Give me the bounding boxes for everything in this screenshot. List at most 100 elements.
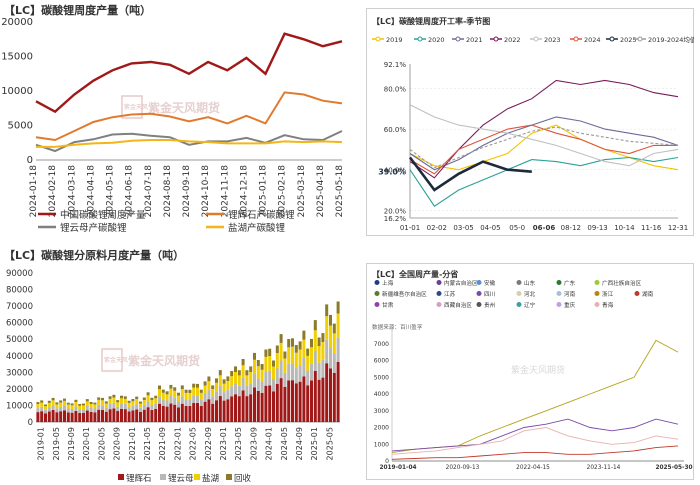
stacked-bar-segment — [101, 410, 104, 422]
legend-marker — [476, 280, 482, 285]
y-tick-label: 0 — [385, 458, 389, 465]
x-tick-label: 2020-09 — [113, 427, 122, 460]
stacked-bar-segment — [161, 405, 165, 422]
stacked-bar-segment — [104, 407, 108, 412]
stacked-bar-segment — [51, 397, 55, 401]
legend-marker — [436, 291, 442, 296]
stacked-bar-segment — [275, 345, 279, 354]
stacked-bar-segment — [215, 382, 218, 392]
stacked-bar-segment — [234, 366, 237, 372]
stacked-bar-segment — [196, 395, 199, 403]
x-tick-label: 01-01 — [400, 224, 420, 232]
legend-marker — [436, 280, 442, 285]
stacked-bar-segment — [249, 383, 253, 395]
y-tick-label: 90000 — [6, 269, 33, 279]
stacked-bar-segment — [192, 383, 196, 388]
legend-marker — [417, 36, 423, 42]
stacked-bar-segment — [135, 409, 139, 422]
legend-label: 2020 — [428, 36, 445, 44]
legend-label: 中国碳酸锂周度产量 — [60, 209, 146, 221]
stacked-bar-segment — [131, 399, 135, 402]
stacked-bar-segment — [275, 368, 279, 384]
legend-label: 2019-2024均值 — [648, 35, 694, 44]
stacked-bar-segment — [139, 401, 142, 404]
stacked-bar-segment — [131, 410, 135, 422]
stacked-bar-segment — [298, 381, 302, 422]
stacked-bar-segment — [203, 381, 207, 386]
monthly-by-source-panel: 【LC】碳酸锂分原料月度产量（吨） 0 10000 20000 30000 40000 5… — [0, 245, 350, 485]
chart-title: 【LC】碳酸锂周度开工率-季节图 — [372, 17, 491, 26]
stacked-bar-segment — [142, 404, 146, 410]
x-tick-label: 2024-05 — [280, 427, 289, 460]
stacked-bar-segment — [256, 366, 260, 379]
stacked-bar-segment — [245, 396, 249, 422]
stacked-bar-segment — [302, 339, 306, 358]
stacked-bar-segment — [279, 360, 283, 379]
legend-marker — [374, 280, 380, 285]
y-tick-label: 20.0% — [384, 207, 407, 215]
stacked-bar-segment — [253, 359, 256, 374]
legend-marker — [375, 36, 381, 42]
x-tick-label: 03-05 — [453, 224, 473, 232]
stacked-bar-segment — [161, 399, 165, 406]
legend-marker — [374, 302, 380, 307]
stacked-bar-segment — [40, 406, 44, 412]
stacked-bar-segment — [298, 341, 302, 350]
stacked-bar-segment — [165, 394, 169, 401]
stacked-bar-segment — [321, 377, 325, 422]
stacked-bar-segment — [127, 407, 131, 412]
stacked-bar-segment — [317, 379, 321, 422]
stacked-bar-segment — [241, 359, 245, 366]
stacked-bar-segment — [313, 330, 317, 351]
stacked-bar-segment — [192, 402, 196, 422]
stacked-bar-segment — [112, 397, 116, 403]
stacked-bar-segment — [78, 413, 82, 422]
legend-marker — [374, 291, 380, 296]
stacked-bar-segment — [93, 408, 97, 413]
stacked-bar-segment — [36, 412, 40, 422]
stacked-bar-segment — [154, 403, 158, 409]
stacked-bar-segment — [101, 400, 104, 406]
stacked-bar-segment — [180, 403, 184, 422]
x-tick-label: 2025-01 — [310, 427, 319, 460]
legend-marker — [476, 302, 482, 307]
x-tick-label: 2023-09 — [249, 427, 258, 460]
stacked-bar-segment — [268, 356, 272, 371]
x-tick-label: 11-16 — [641, 224, 662, 232]
stacked-bar-segment — [131, 405, 135, 411]
stacked-bar-segment — [317, 362, 321, 380]
stacked-bar-segment — [135, 399, 139, 405]
stacked-bar-segment — [336, 361, 340, 422]
legend-label: 盐湖 — [202, 473, 219, 484]
stacked-bar-segment — [253, 352, 256, 360]
stacked-bar-segment — [256, 360, 260, 367]
stacked-bar-segment — [272, 391, 275, 422]
stacked-bar-segment — [234, 372, 237, 384]
chart-title: 【LC】全国周产量-分省 — [372, 270, 459, 279]
stacked-bar-segment — [264, 356, 268, 372]
stacked-bar-segment — [93, 404, 97, 409]
x-tick-label: 08-12 — [561, 224, 581, 232]
y-tick-label: 20000 — [1, 17, 33, 28]
stacked-bar-segment — [230, 386, 234, 397]
current-value-label: 39.0% — [378, 168, 406, 177]
y-tick-label: 70000 — [6, 302, 33, 312]
x-tick-label: 2021-09 — [158, 427, 167, 460]
y-tick-label: 5000 — [8, 121, 33, 132]
stacked-bar-segment — [313, 320, 317, 331]
stacked-bar-segment — [294, 352, 298, 369]
stacked-bar-segment — [199, 405, 203, 422]
legend-label: 四川 — [484, 291, 495, 298]
x-tick-label: 2022-09 — [204, 427, 213, 460]
stacked-bar-segment — [313, 371, 317, 422]
stacked-bar-segment — [207, 376, 211, 382]
x-tick-label: 2023-05 — [234, 427, 243, 460]
stacked-bar-segment — [313, 350, 317, 371]
legend-marker — [637, 36, 643, 42]
stacked-bar-segment — [55, 404, 59, 409]
legend-label: 河南 — [564, 290, 576, 298]
x-tick-label: 2025-05-18 — [335, 165, 345, 218]
stacked-bar-segment — [310, 338, 313, 348]
stacked-bar-segment — [36, 404, 40, 409]
legend-label: 湖南 — [642, 290, 654, 298]
